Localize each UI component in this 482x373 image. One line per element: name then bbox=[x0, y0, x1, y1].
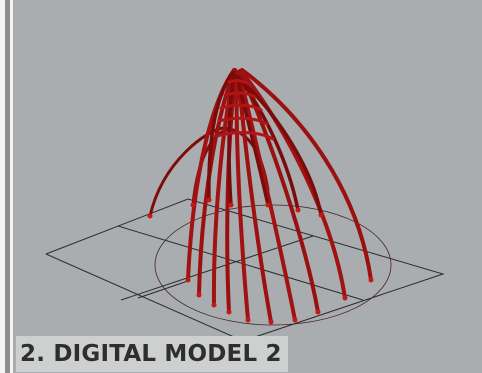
footprint-ellipse bbox=[154, 204, 392, 326]
3d-viewport[interactable] bbox=[13, 0, 482, 373]
arch-ribs bbox=[148, 68, 373, 324]
grid-outline bbox=[45, 198, 445, 342]
ground-grid bbox=[45, 198, 445, 342]
base-points bbox=[147, 197, 374, 325]
left-border-bar bbox=[5, 0, 10, 373]
grid-line-a bbox=[117, 225, 364, 301]
grid-line-c bbox=[137, 280, 189, 299]
model-render bbox=[45, 68, 445, 342]
caption-label: 2. DIGITAL MODEL 2 bbox=[16, 336, 288, 372]
